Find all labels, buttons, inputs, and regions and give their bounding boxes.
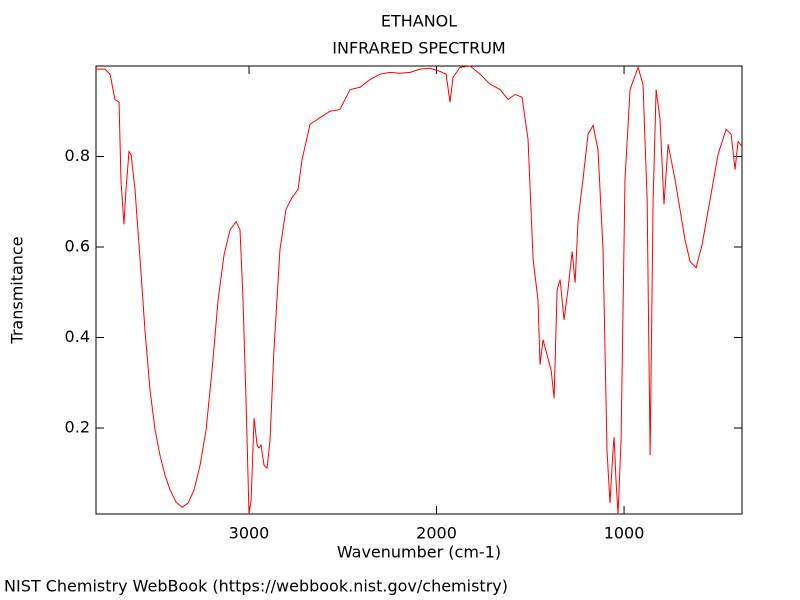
x-tick-label: 1000	[604, 524, 645, 543]
spectrum-line	[96, 65, 743, 515]
x-tick-label: 3000	[229, 524, 270, 543]
plot-frame	[95, 65, 743, 515]
y-tick-label: 0.6	[65, 237, 90, 256]
x-tick-label: 2000	[416, 524, 457, 543]
chart-title: ETHANOL	[381, 12, 457, 31]
y-tick-label: 0.8	[65, 146, 90, 165]
x-axis-label: Wavenumber (cm-1)	[337, 543, 501, 562]
y-tick-label: 0.4	[65, 327, 90, 346]
chart-subtitle: INFRARED SPECTRUM	[332, 39, 505, 58]
y-axis-label: Transmitance	[8, 236, 27, 344]
y-tick-label: 0.2	[65, 418, 90, 437]
source-note: NIST Chemistry WebBook (https://webbook.…	[4, 577, 508, 596]
